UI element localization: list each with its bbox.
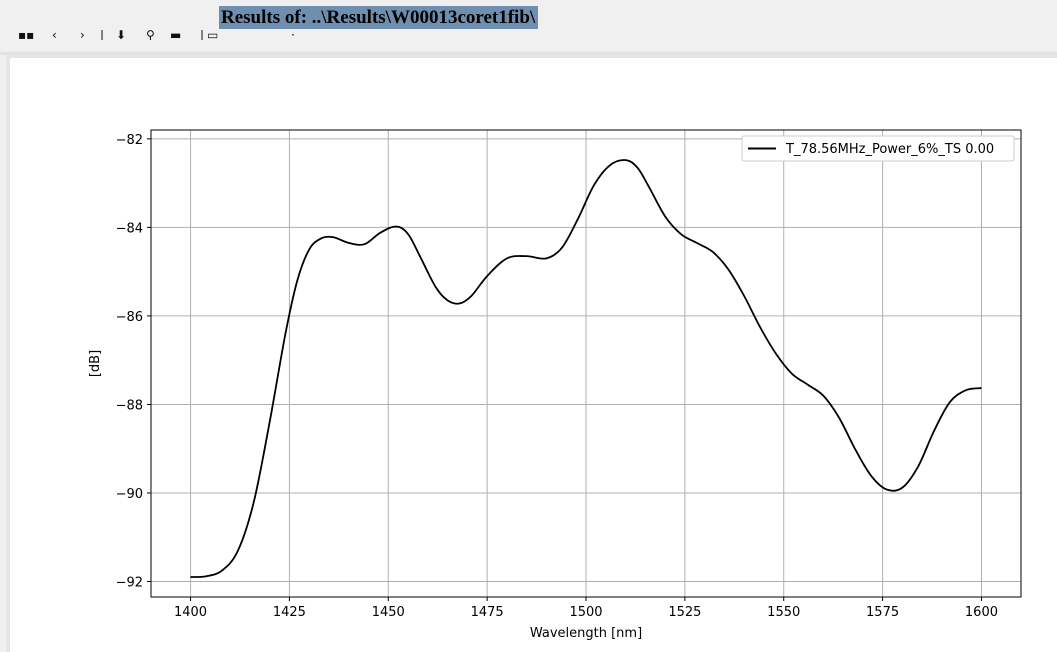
line-chart[interactable]: 1400 1425 1450 1475 1500 1525 1550 1575 1600 −92 −…: [10, 58, 1057, 652]
x-tick-label: 1450: [372, 605, 405, 620]
y-tick-label: −84: [116, 221, 143, 236]
save-icon[interactable]: ▭: [207, 30, 219, 40]
options-icon[interactable]: ·: [291, 30, 295, 40]
separator-icon: |: [100, 30, 105, 40]
legend-box: [741, 135, 1015, 162]
toolbar-divider: [0, 52, 1057, 55]
legend-entry: T_78.56MHz_Power_6%_TS 0.00: [785, 142, 994, 157]
figure-frame: 1400 1425 1450 1475 1500 1525 1550 1575 1600 −92 −…: [6, 55, 1057, 652]
zoom-icon[interactable]: ⚲: [146, 30, 155, 40]
back-arrow-icon[interactable]: ‹: [52, 30, 57, 40]
y-tick-label: −90: [116, 487, 143, 502]
x-tick-label: 1475: [471, 605, 504, 620]
x-tick-label: 1425: [273, 605, 306, 620]
legend: T_78.56MHz_Power_6%_TS 0.00: [741, 135, 1015, 162]
y-tick-label: −92: [116, 576, 143, 591]
series-line: [190, 159, 982, 578]
figure-canvas[interactable]: 1400 1425 1450 1475 1500 1525 1550 1575 1600 −92 −…: [10, 58, 1057, 652]
grid-icon[interactable]: ▪▪: [18, 30, 35, 40]
x-tick-label: 1575: [866, 605, 899, 620]
series-lines: [190, 159, 982, 578]
separator-icon: |: [200, 30, 205, 40]
x-tick-label: 1400: [174, 605, 207, 620]
download-icon[interactable]: ⬇: [116, 30, 127, 40]
grid: [151, 130, 1021, 597]
y-tick-label: −86: [116, 310, 143, 325]
y-tick-label: −82: [116, 133, 143, 148]
results-title: Results of: ..\Results\W00013coret1fib\: [219, 6, 539, 29]
x-tick-label: 1500: [569, 605, 602, 620]
x-tick-label: 1525: [668, 605, 701, 620]
axis-ticks: 1400 1425 1450 1475 1500 1525 1550 1575 1600 −92 −…: [116, 133, 998, 620]
x-axis-label: Wavelength [nm]: [530, 626, 642, 641]
pan-icon[interactable]: ▬: [170, 30, 182, 40]
forward-arrow-icon[interactable]: ›: [80, 30, 85, 40]
y-axis-label: [dB]: [88, 350, 103, 377]
axes-frame: [150, 129, 1022, 598]
x-tick-label: 1550: [767, 605, 800, 620]
plot-toolbar: ▪▪ ‹ › | ⬇ ⚲ ▬ | ▭ ·: [14, 30, 314, 40]
x-tick-label: 1600: [965, 605, 998, 620]
y-tick-label: −88: [116, 398, 143, 413]
